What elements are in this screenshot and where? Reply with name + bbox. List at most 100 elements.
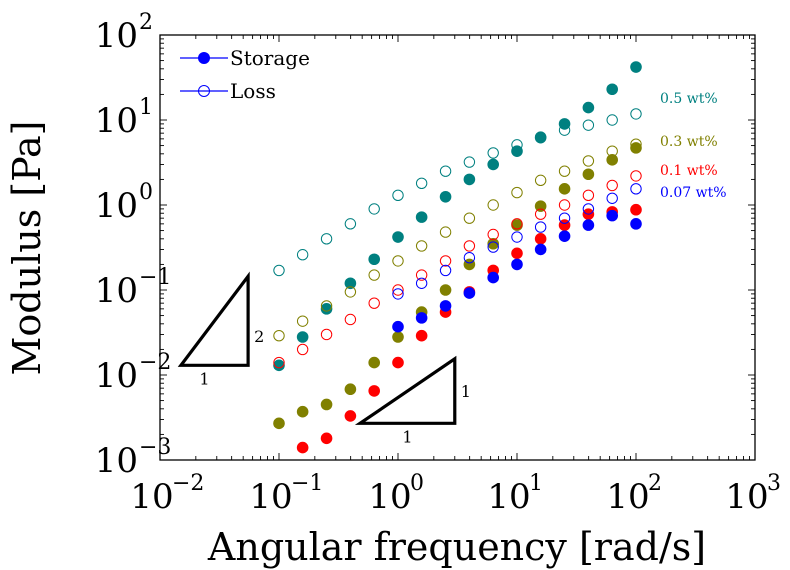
- storage-point: [415, 329, 428, 342]
- storage-point: [368, 356, 381, 369]
- x-tick-labels: 10−2 10−1 100 101 102 103: [130, 471, 781, 517]
- plot-frame: [159, 34, 756, 461]
- x-tick-label-exponent: 0: [410, 471, 424, 496]
- x-tick-label: 10: [368, 477, 411, 517]
- loss-point: [296, 315, 309, 327]
- storage-point: [487, 271, 500, 284]
- loss-point: [511, 186, 523, 199]
- loss-point: [511, 231, 523, 243]
- storage-point: [511, 145, 523, 157]
- x-tick-label-exponent: −1: [291, 471, 323, 496]
- loss-point: [368, 269, 380, 281]
- loss-point: [392, 288, 404, 300]
- storage-point: [534, 243, 547, 256]
- legend: Storage Loss: [180, 46, 310, 103]
- x-tick-label: 10: [725, 477, 768, 517]
- series-label-0-3: 0.3 wt%: [660, 134, 718, 150]
- y-tick-label-exponent: −3: [139, 435, 171, 460]
- storage-point: [534, 200, 547, 212]
- storage-point: [392, 331, 404, 343]
- y-tick-label: 10: [95, 16, 138, 56]
- y-tick-label: 10: [95, 101, 138, 141]
- storage-point: [606, 83, 619, 96]
- loss-point: [463, 212, 476, 224]
- storage-point: [296, 331, 309, 343]
- loss-point: [606, 179, 618, 192]
- loss-point: [558, 199, 571, 211]
- slope-triangle-horizontal-label: 1: [199, 369, 209, 388]
- storage-point: [511, 258, 523, 271]
- loss-point: [273, 264, 285, 277]
- loss-point: [320, 233, 333, 245]
- loss-point: [463, 251, 476, 264]
- slope-triangle-vertical-label: 1: [461, 382, 471, 401]
- legend-storage-marker: [198, 52, 210, 64]
- storage-point: [368, 253, 381, 266]
- x-tick-label-exponent: 1: [529, 471, 543, 496]
- y-tick-label: 10: [95, 356, 138, 396]
- loss-point: [439, 226, 452, 238]
- loss-point: [344, 313, 357, 326]
- loss-point: [392, 255, 404, 267]
- storage-point: [582, 101, 595, 114]
- y-tick-label: 10: [95, 441, 138, 481]
- x-tick-label-exponent: 3: [767, 471, 781, 496]
- loss-point: [439, 255, 452, 267]
- storage-point: [558, 230, 571, 242]
- storage-point: [582, 168, 595, 181]
- slope-triangles: 1 2 1 1: [177, 271, 471, 446]
- storage-point: [630, 218, 642, 230]
- storage-point: [439, 190, 452, 203]
- storage-point: [630, 203, 642, 216]
- y-tick-label-exponent: −1: [139, 265, 171, 290]
- storage-point: [606, 154, 619, 166]
- y-tick-label-exponent: 0: [139, 180, 153, 205]
- loss-point: [392, 284, 404, 296]
- storage-point: [630, 142, 642, 154]
- loss-point: [606, 192, 618, 204]
- storage-point: [320, 398, 333, 411]
- storage-point: [273, 359, 285, 372]
- storage-point: [582, 219, 595, 231]
- series-label-0-07: 0.07 wt%: [660, 185, 727, 201]
- storage-point: [439, 300, 452, 312]
- loss-point: [582, 155, 595, 167]
- loss-point: [558, 212, 571, 224]
- y-tick-label-exponent: −2: [139, 350, 171, 375]
- x-axis-label: Angular frequency [rad/s]: [207, 525, 706, 569]
- loss-point: [582, 203, 595, 215]
- loss-point: [392, 189, 404, 202]
- loss-point: [487, 241, 499, 253]
- data-points: [273, 61, 642, 454]
- storage-point: [344, 410, 357, 422]
- storage-point: [415, 211, 428, 223]
- loss-point: [558, 165, 571, 177]
- storage-point: [368, 385, 381, 397]
- x-tick-label-exponent: 2: [648, 471, 662, 496]
- loss-point: [630, 170, 642, 182]
- loss-point: [487, 228, 499, 241]
- loss-point: [511, 218, 523, 230]
- loss-point: [273, 329, 285, 342]
- storage-point: [392, 320, 404, 333]
- storage-point: [296, 405, 309, 418]
- loss-point: [296, 249, 309, 261]
- loss-point: [534, 208, 547, 220]
- loss-point: [368, 203, 380, 215]
- loss-point: [630, 108, 642, 120]
- loss-point: [463, 240, 476, 252]
- loss-point: [415, 177, 428, 190]
- storage-point: [558, 183, 571, 195]
- loss-point: [344, 286, 357, 298]
- slope-triangle-horizontal-label: 1: [402, 427, 412, 446]
- loss-point: [273, 356, 285, 369]
- loss-point: [415, 240, 428, 252]
- series-label-0-1: 0.1 wt%: [660, 163, 718, 179]
- storage-point: [273, 417, 285, 430]
- storage-point: [296, 441, 309, 454]
- storage-point: [487, 158, 500, 171]
- series-label-0-5: 0.5 wt%: [660, 91, 718, 107]
- slope-triangle-vertical-label: 2: [254, 327, 264, 346]
